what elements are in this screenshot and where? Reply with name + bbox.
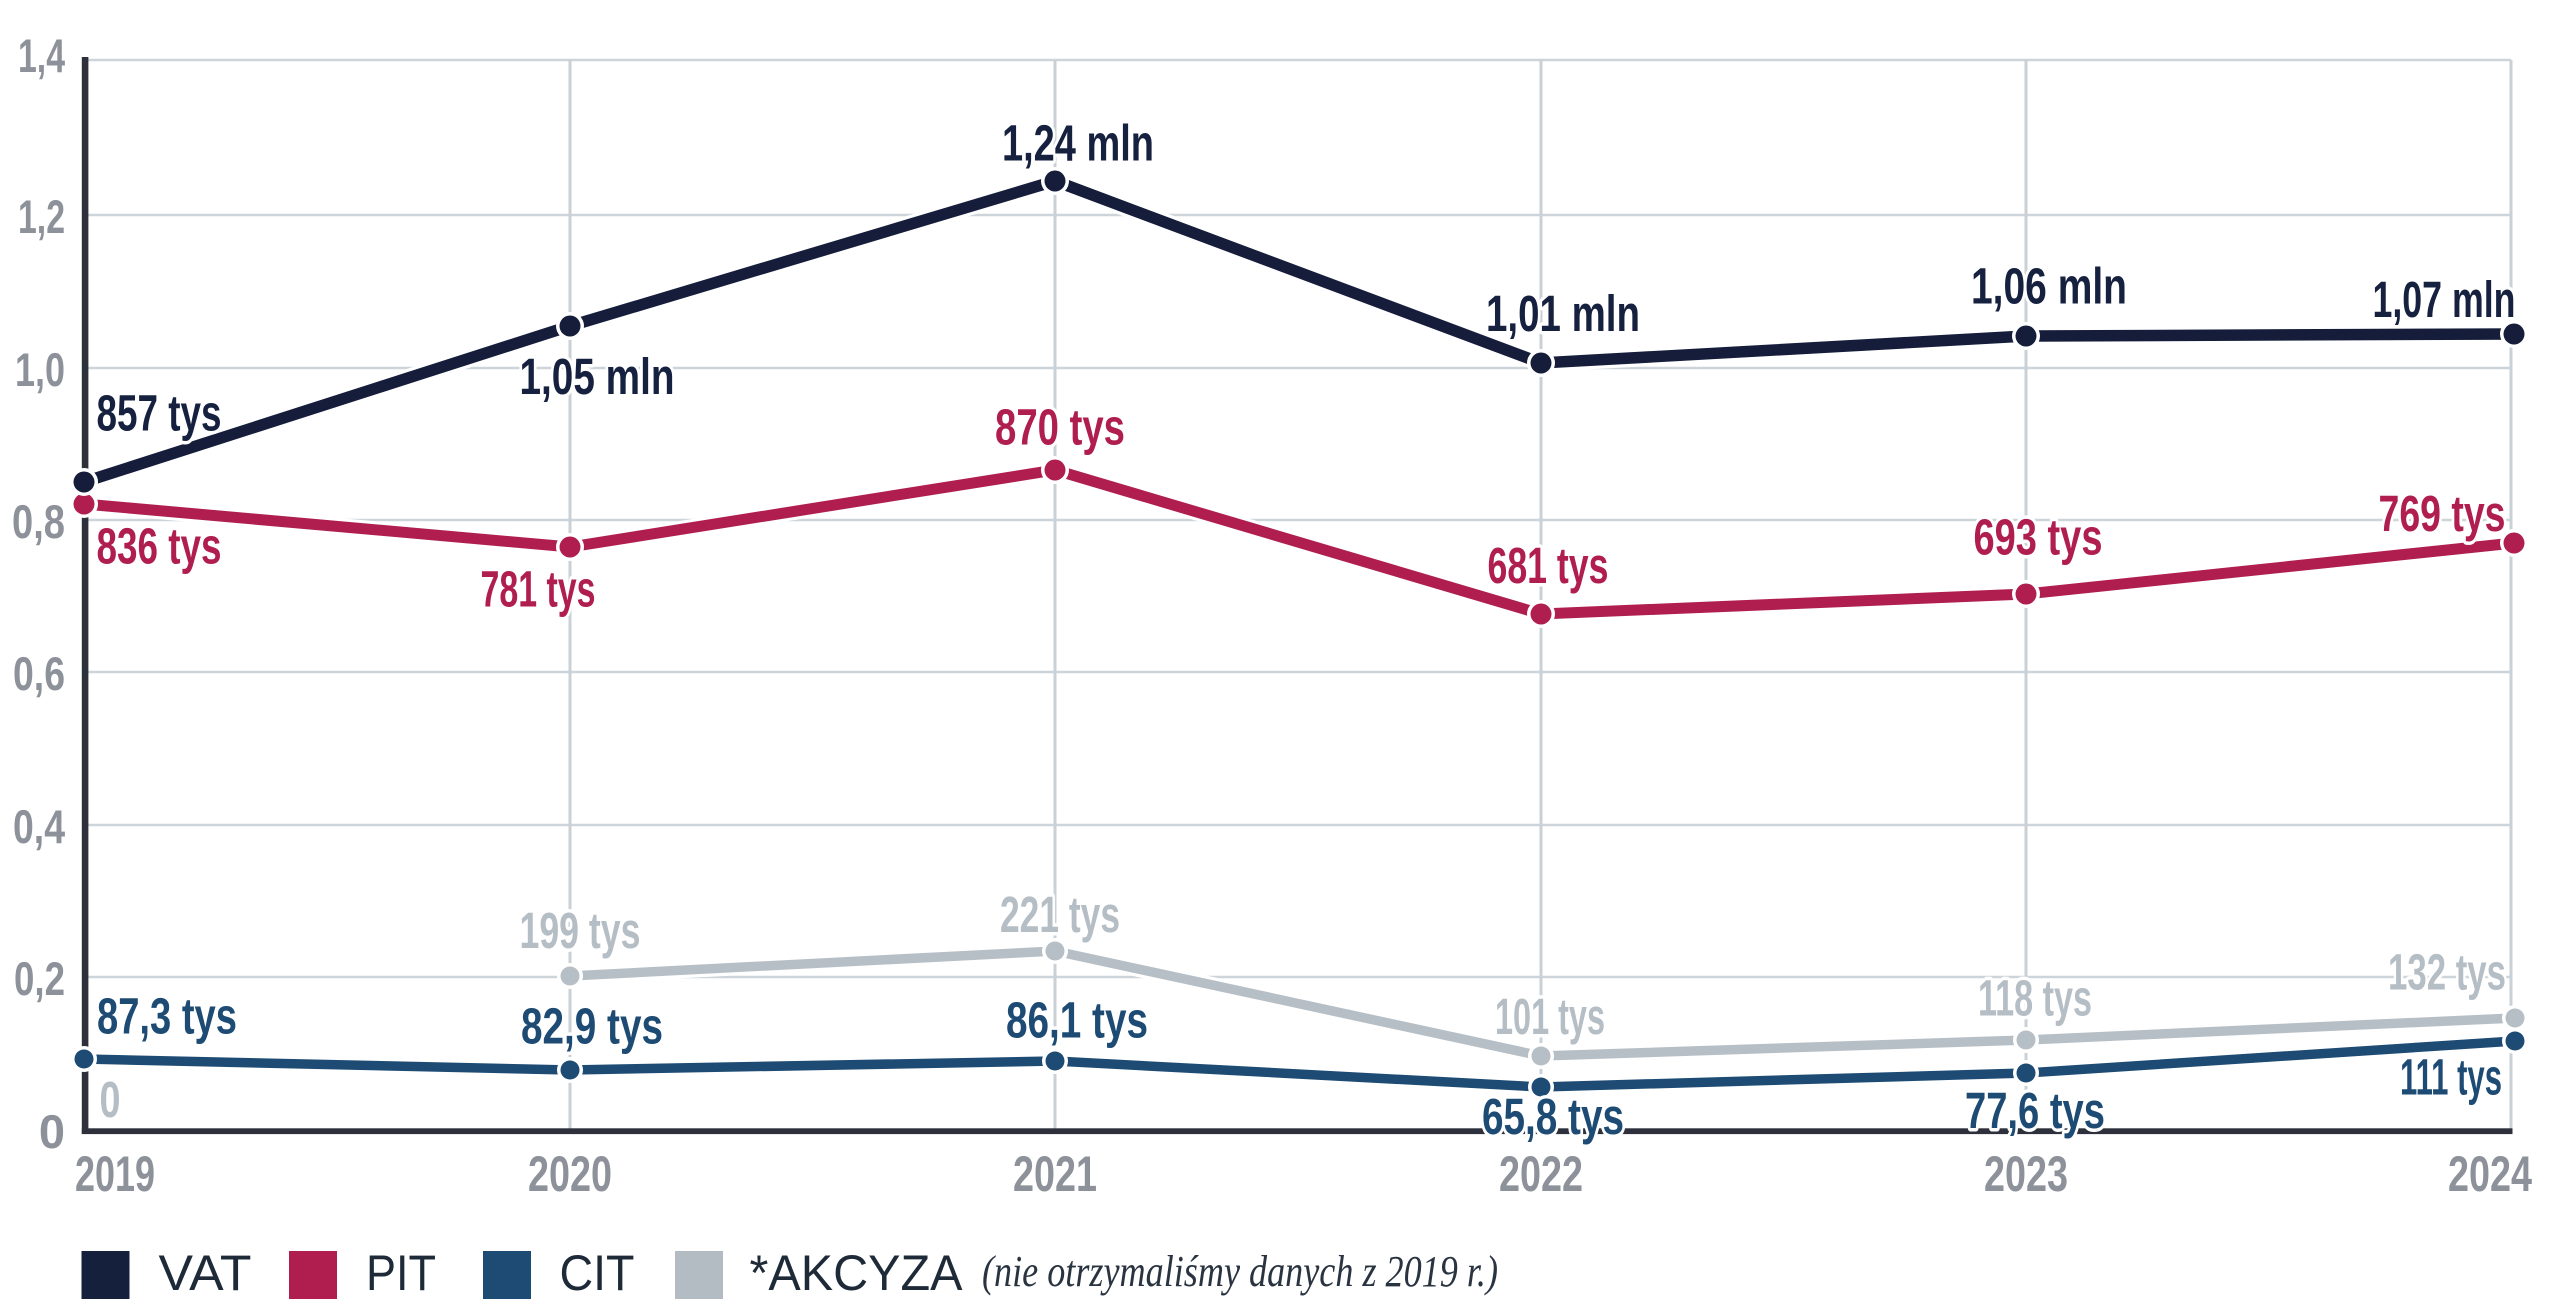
svg-text:1,24 mln: 1,24 mln <box>1002 115 1154 172</box>
svg-text:*AKCYZA: *AKCYZA <box>750 1245 964 1301</box>
svg-text:CIT: CIT <box>560 1245 635 1301</box>
svg-text:111 tys: 111 tys <box>2400 1048 2502 1105</box>
svg-text:82,9 tys: 82,9 tys <box>521 998 663 1055</box>
svg-text:(nie otrzymaliśmy danych z 201: (nie otrzymaliśmy danych z 2019 r.) <box>982 1247 1498 1296</box>
svg-text:0: 0 <box>39 1105 65 1158</box>
svg-text:86,1 tys: 86,1 tys <box>1006 991 1148 1048</box>
svg-text:781 tys: 781 tys <box>481 561 596 618</box>
svg-text:1,2: 1,2 <box>18 190 65 243</box>
svg-text:77,6 tys: 77,6 tys <box>1965 1082 2105 1139</box>
svg-text:693 tys: 693 tys <box>1974 509 2103 566</box>
svg-text:2024: 2024 <box>2448 1146 2532 1202</box>
svg-text:0: 0 <box>100 1071 121 1128</box>
svg-text:0,6: 0,6 <box>13 647 65 700</box>
svg-text:870 tys: 870 tys <box>995 399 1125 456</box>
svg-text:118 tys: 118 tys <box>1978 970 2092 1027</box>
svg-text:1,01 mln: 1,01 mln <box>1486 285 1640 342</box>
svg-text:681 tys: 681 tys <box>1488 537 1609 594</box>
svg-text:769 tys: 769 tys <box>2379 485 2506 542</box>
svg-text:1,0: 1,0 <box>15 343 65 396</box>
svg-text:1,4: 1,4 <box>18 29 65 82</box>
svg-text:1,07 mln: 1,07 mln <box>2373 271 2516 328</box>
svg-text:1,06 mln: 1,06 mln <box>1971 258 2127 315</box>
svg-text:65,8 tys: 65,8 tys <box>1482 1088 1624 1145</box>
svg-text:2019: 2019 <box>75 1146 155 1202</box>
svg-text:0,8: 0,8 <box>12 495 65 548</box>
svg-text:221 tys: 221 tys <box>1000 886 1120 943</box>
svg-text:101 tys: 101 tys <box>1495 988 1605 1045</box>
svg-text:VAT: VAT <box>159 1245 252 1301</box>
svg-text:PIT: PIT <box>366 1245 436 1301</box>
svg-text:2021: 2021 <box>1013 1146 1097 1202</box>
svg-text:857 tys: 857 tys <box>97 385 222 442</box>
svg-text:87,3 tys: 87,3 tys <box>97 987 237 1044</box>
svg-text:836 tys: 836 tys <box>97 518 222 575</box>
svg-text:1,05 mln: 1,05 mln <box>520 348 675 405</box>
svg-text:2020: 2020 <box>528 1146 612 1202</box>
svg-text:0,4: 0,4 <box>13 800 65 853</box>
svg-text:2023: 2023 <box>1984 1146 2068 1202</box>
svg-text:199 tys: 199 tys <box>520 902 641 959</box>
svg-text:0,2: 0,2 <box>14 952 65 1005</box>
svg-text:132 tys: 132 tys <box>2388 943 2506 1000</box>
svg-text:2022: 2022 <box>1499 1146 1583 1202</box>
